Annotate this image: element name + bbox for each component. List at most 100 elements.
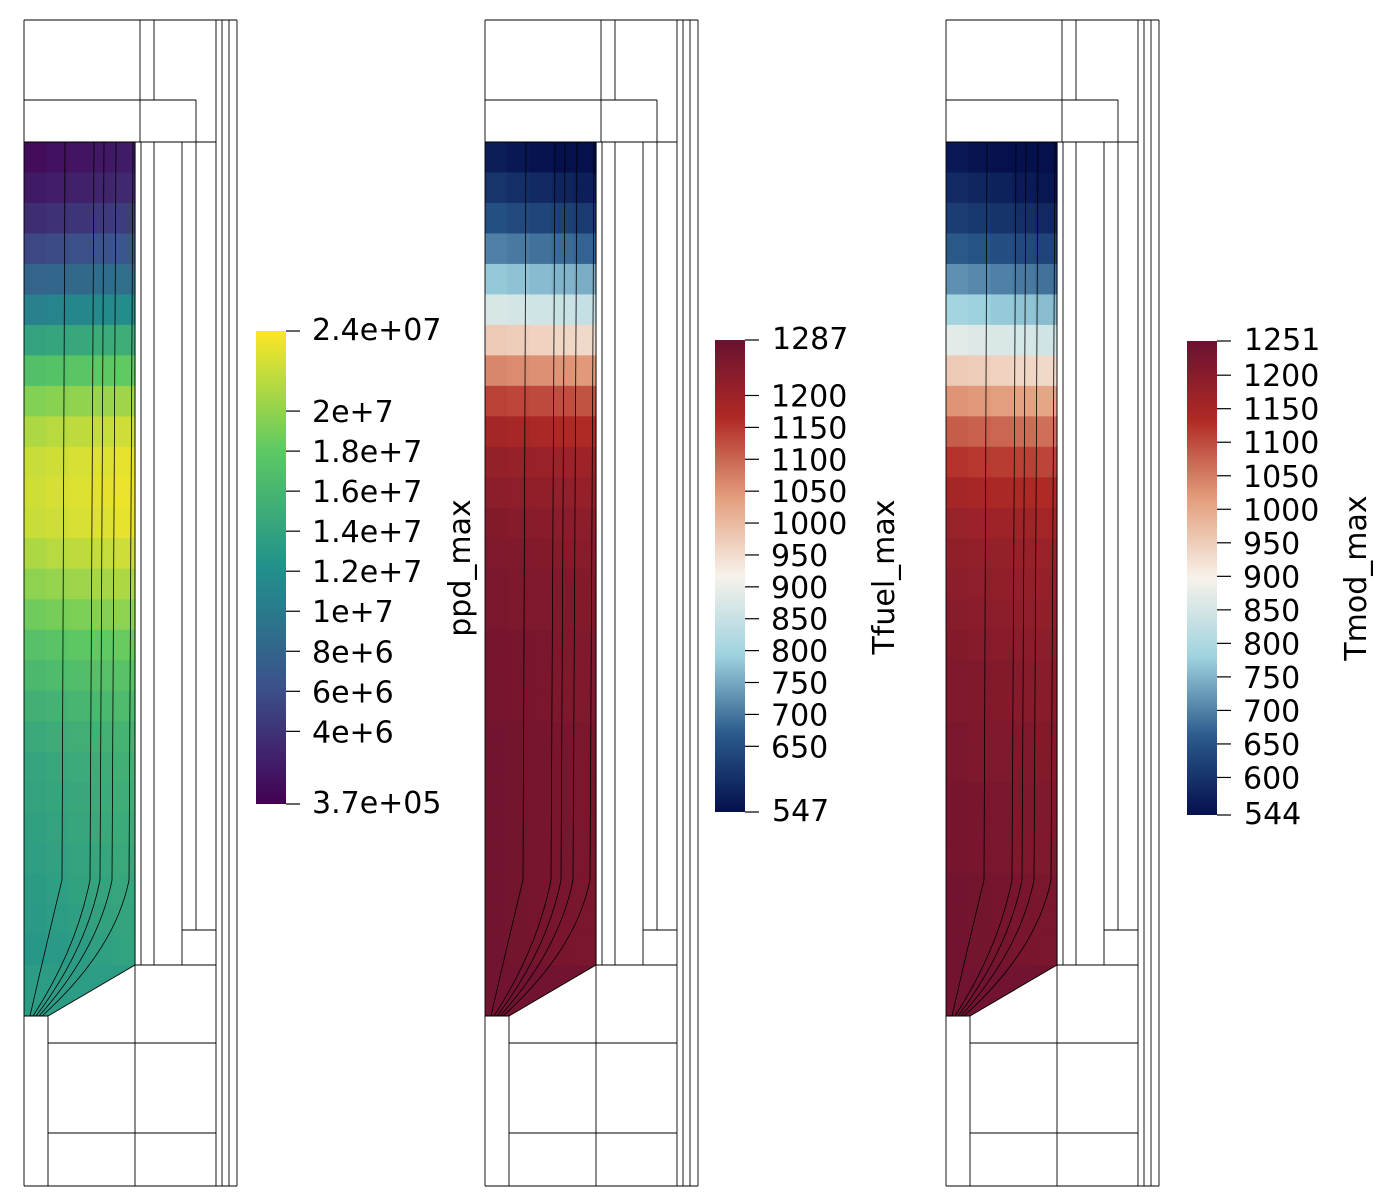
field-cell	[573, 782, 597, 814]
field-cell	[485, 477, 508, 509]
field-cell	[990, 721, 1014, 753]
field-cell	[946, 934, 969, 966]
field-cell	[990, 355, 1014, 387]
field-cell	[485, 416, 508, 448]
field-cell	[112, 416, 136, 448]
field-cell	[24, 690, 47, 722]
field-cell	[1034, 355, 1058, 387]
scalar-bar-tick-label: 600	[1243, 761, 1300, 796]
field-cell	[946, 843, 969, 875]
scalar-bar-gradient	[715, 340, 745, 812]
field-cell	[551, 416, 575, 448]
field-cell	[968, 202, 991, 235]
field-cell	[990, 324, 1014, 356]
field-cell	[990, 660, 1014, 692]
field-cell	[551, 355, 575, 387]
field-cell	[968, 568, 991, 600]
field-cell	[90, 233, 114, 265]
field-cell	[90, 142, 114, 174]
field-cell	[551, 599, 575, 631]
field-cell	[507, 355, 530, 387]
field-cell	[551, 294, 575, 326]
scalar-bar-tick-label: 900	[1243, 560, 1300, 595]
field-cell	[946, 172, 969, 204]
field-cell	[68, 172, 92, 204]
field-cell	[46, 538, 69, 570]
field-cell	[112, 233, 136, 265]
field-cell	[68, 385, 92, 417]
field-cell	[529, 812, 553, 844]
field-cell	[68, 812, 92, 844]
field-cell	[1034, 568, 1058, 600]
mesh-line	[502, 141, 595, 1017]
field-cell	[485, 843, 508, 875]
field-cell	[573, 721, 597, 753]
field-cell	[1012, 385, 1036, 417]
field-cell	[529, 721, 553, 753]
field-cell	[507, 629, 530, 661]
field-cell	[1034, 538, 1058, 570]
mesh-line	[38, 141, 117, 1017]
field-cell	[90, 172, 114, 204]
field-cell	[507, 233, 530, 265]
field-cell	[112, 721, 136, 753]
field-cell	[46, 263, 69, 296]
field-cell	[529, 782, 553, 814]
field-cell	[90, 690, 114, 722]
field-cell	[46, 843, 69, 875]
field-cell	[24, 904, 47, 936]
field-cell	[573, 416, 597, 448]
field-cell	[68, 507, 92, 539]
scalar-bar-tick-label: 1.8e+7	[312, 435, 422, 470]
field-cell	[485, 934, 508, 966]
field-cell	[529, 446, 553, 478]
field-cell	[90, 629, 114, 661]
field-cell	[112, 172, 136, 204]
field-cell	[24, 812, 47, 844]
field-cell	[1034, 599, 1058, 631]
field-cell	[573, 934, 597, 966]
field-cell	[46, 934, 69, 966]
field-cell	[529, 843, 553, 875]
field-cell	[1034, 507, 1058, 539]
scalar-bar-tick-label: 8e+6	[312, 635, 394, 670]
field-cell	[1012, 934, 1036, 966]
field-cell	[68, 629, 92, 661]
field-cell	[112, 355, 136, 387]
field-cell	[1012, 294, 1036, 326]
field-cell	[1034, 477, 1058, 509]
field-cell	[551, 904, 575, 936]
field-cell	[946, 142, 969, 174]
field-cell	[46, 142, 69, 174]
field-cell	[112, 263, 136, 296]
scalar-bar-tick-label: 650	[771, 730, 828, 765]
field-cell	[68, 873, 92, 905]
field-cell	[529, 324, 553, 356]
scalar-bar-tick-label: 950	[771, 539, 828, 574]
field-cell	[551, 812, 575, 844]
field-cell	[68, 690, 92, 722]
field-cell	[485, 142, 508, 174]
field-cell	[551, 142, 575, 174]
field-cell	[46, 202, 69, 235]
field-cell	[946, 751, 969, 783]
field-cell	[68, 294, 92, 326]
field-cell	[507, 843, 530, 875]
field-taper	[485, 965, 596, 1016]
field-cell	[1012, 843, 1036, 875]
field-cell	[46, 355, 69, 387]
field-cell	[1034, 233, 1058, 265]
field-cell	[68, 416, 92, 448]
scalar-bar-title: ppd_max	[443, 499, 478, 637]
field-cell	[573, 690, 597, 722]
field-cell	[551, 782, 575, 814]
field-cell	[990, 812, 1014, 844]
field-cell	[529, 873, 553, 905]
field-cell	[485, 782, 508, 814]
field-cell	[1034, 782, 1058, 814]
field-cell	[551, 751, 575, 783]
field-cell	[551, 324, 575, 356]
field-cell	[485, 538, 508, 570]
field-cell	[46, 873, 69, 905]
